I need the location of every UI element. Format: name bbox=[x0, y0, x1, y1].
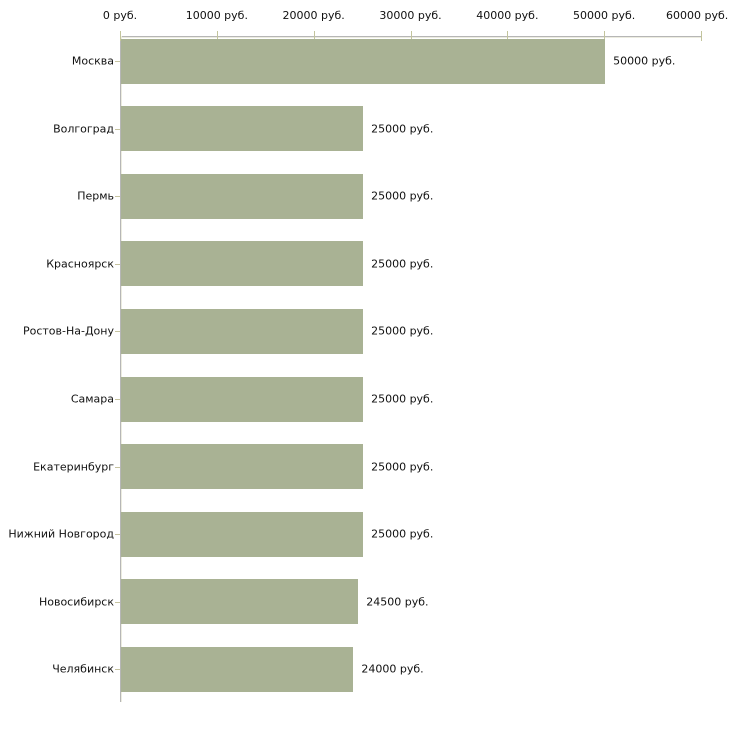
category-label: Новосибирск bbox=[38, 595, 114, 609]
x-tick-label: 20000 руб. bbox=[282, 9, 345, 22]
category-label: Екатеринбург bbox=[33, 460, 114, 474]
bar bbox=[121, 173, 364, 219]
value-label: 50000 руб. bbox=[613, 54, 676, 68]
value-label: 24000 руб. bbox=[361, 662, 424, 676]
x-tick-mark bbox=[604, 31, 606, 41]
x-tick-label: 30000 руб. bbox=[379, 9, 442, 22]
bar-row: Ростов-На-Дону 25000 руб. bbox=[0, 308, 730, 354]
x-tick-label: 10000 руб. bbox=[185, 9, 248, 22]
category-tick-mark bbox=[115, 263, 120, 265]
value-label: 24500 руб. bbox=[366, 595, 429, 609]
bar-row: Волгоград 25000 руб. bbox=[0, 106, 730, 152]
category-tick-mark bbox=[115, 466, 120, 468]
category-tick-mark bbox=[115, 399, 120, 400]
category-tick-mark bbox=[115, 128, 120, 130]
category-tick-mark bbox=[115, 669, 120, 671]
value-label: 25000 руб. bbox=[371, 189, 434, 203]
x-tick-label: 50000 руб. bbox=[573, 9, 636, 22]
value-label: 25000 руб. bbox=[371, 324, 434, 338]
bar-row: Самара 25000 руб. bbox=[0, 376, 730, 422]
category-label: Челябинск bbox=[52, 662, 114, 676]
bar bbox=[121, 579, 359, 625]
bar bbox=[121, 376, 364, 422]
bar bbox=[121, 444, 364, 490]
bar-row: Новосибирск 24500 руб. bbox=[0, 579, 730, 625]
x-tick-mark bbox=[701, 31, 702, 41]
category-label: Ростов-На-Дону bbox=[22, 324, 114, 338]
bar-row: Москва 50000 руб. bbox=[0, 38, 730, 84]
value-label: 25000 руб. bbox=[371, 257, 434, 271]
bar-row: Челябинск 24000 руб. bbox=[0, 646, 730, 692]
bar-row: Красноярск 25000 руб. bbox=[0, 241, 730, 287]
category-label: Красноярск bbox=[46, 257, 114, 271]
category-label: Волгоград bbox=[53, 122, 114, 136]
bar-row: Нижний Новгород 25000 руб. bbox=[0, 511, 730, 557]
category-tick-mark bbox=[115, 534, 120, 536]
x-tick-mark bbox=[216, 31, 218, 41]
value-label: 25000 руб. bbox=[371, 392, 434, 406]
x-tick-label: 40000 руб. bbox=[476, 9, 539, 22]
bar bbox=[121, 106, 364, 152]
bar bbox=[121, 511, 364, 557]
bar-row: Пермь 25000 руб. bbox=[0, 173, 730, 219]
x-tick-mark bbox=[410, 31, 412, 41]
bar-row: Екатеринбург 25000 руб. bbox=[0, 444, 730, 490]
value-label: 25000 руб. bbox=[371, 527, 434, 541]
category-tick-mark bbox=[115, 61, 120, 62]
category-label: Москва bbox=[71, 54, 114, 68]
bar bbox=[121, 241, 364, 287]
x-tick-mark bbox=[120, 31, 121, 41]
bar bbox=[121, 646, 354, 692]
x-tick-label: 0 руб. bbox=[102, 9, 138, 22]
category-label: Самара bbox=[70, 392, 114, 406]
y-axis-line bbox=[120, 36, 121, 702]
bar bbox=[121, 308, 364, 354]
x-tick-mark bbox=[313, 31, 315, 41]
category-tick-mark bbox=[115, 331, 120, 333]
category-tick-mark bbox=[115, 601, 120, 603]
x-tick-mark bbox=[507, 31, 509, 41]
category-label: Нижний Новгород bbox=[8, 527, 114, 541]
x-tick-label: 60000 руб. bbox=[666, 9, 729, 22]
bar bbox=[121, 38, 606, 84]
category-tick-mark bbox=[115, 196, 120, 198]
value-label: 25000 руб. bbox=[371, 460, 434, 474]
value-label: 25000 руб. bbox=[371, 122, 434, 136]
category-label: Пермь bbox=[77, 189, 114, 203]
